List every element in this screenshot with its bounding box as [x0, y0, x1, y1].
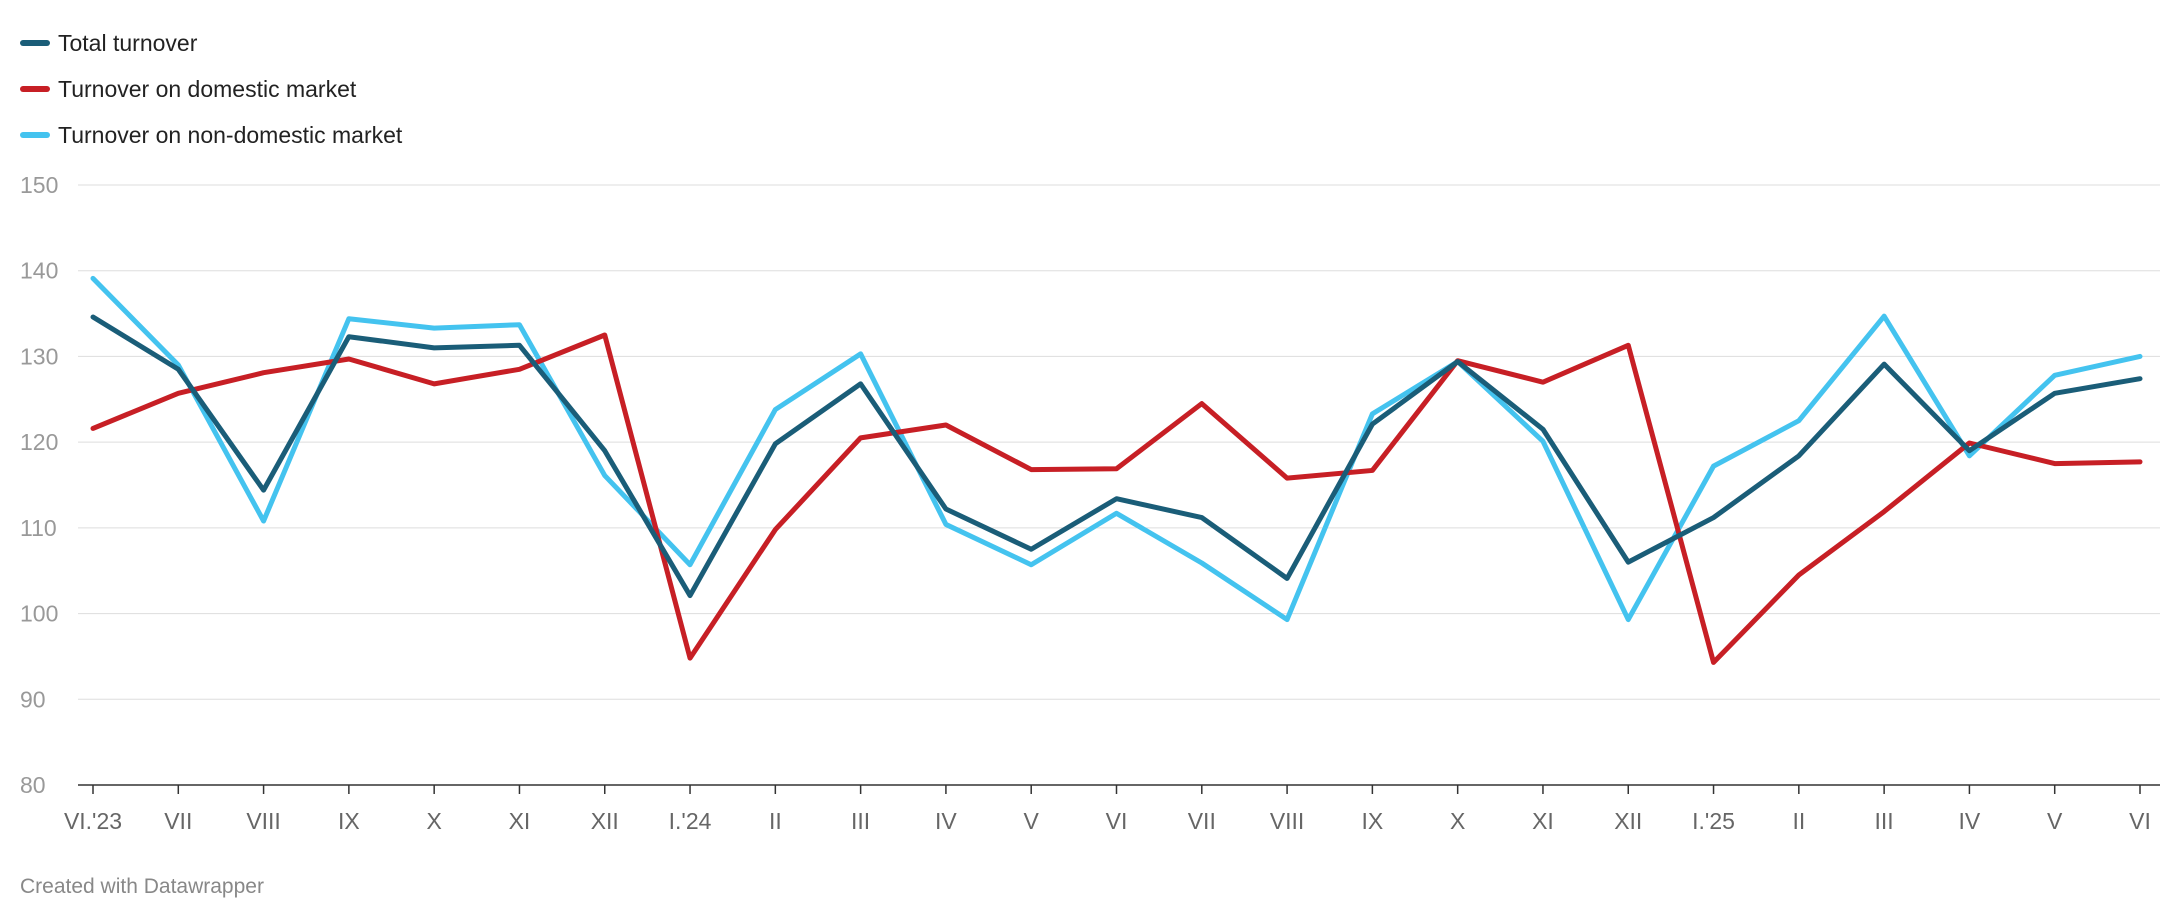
footer-credit: Created with Datawrapper — [20, 875, 264, 898]
x-tick-label: VI — [1106, 808, 1128, 834]
x-tick-label: III — [851, 808, 870, 834]
legend-label-domestic: Turnover on domestic market — [58, 75, 357, 102]
x-tick-label: III — [1875, 808, 1894, 834]
legend-label-total: Total turnover — [58, 29, 198, 56]
x-tick-label: VI.'23 — [64, 808, 122, 834]
series-line-non-domestic — [90, 275, 2143, 623]
x-tick-label: XII — [1614, 808, 1642, 834]
x-tick-label: VII — [1188, 808, 1216, 834]
x-tick-label: XI — [509, 808, 531, 834]
legend-item-non-domestic: Turnover on non-domestic market — [20, 112, 402, 158]
x-tick-label: I.'25 — [1692, 808, 1735, 834]
series-line-total — [90, 314, 2143, 599]
legend-item-domestic: Turnover on domestic market — [20, 66, 402, 112]
x-tick-label: IV — [935, 808, 957, 834]
legend-swatch-domestic — [20, 86, 50, 92]
y-tick-label: 120 — [20, 429, 58, 455]
x-tick-label: IX — [338, 808, 360, 834]
x-tick-label: I.'24 — [669, 808, 712, 834]
chart-legend: Total turnover Turnover on domestic mark… — [20, 20, 402, 158]
legend-label-non-domestic: Turnover on non-domestic market — [58, 121, 403, 148]
x-tick-label: V — [2047, 808, 2063, 834]
y-tick-label: 100 — [20, 601, 58, 627]
series-line-domestic — [90, 332, 2143, 665]
legend-item-total: Total turnover — [20, 20, 402, 66]
y-tick-label: 150 — [20, 172, 58, 198]
x-tick-label: IV — [1959, 808, 1981, 834]
x-tick-label: XII — [591, 808, 619, 834]
x-tick-label: VIII — [246, 808, 281, 834]
x-tick-label: V — [1024, 808, 1040, 834]
x-tick-label: VI — [2129, 808, 2151, 834]
y-tick-label: 130 — [20, 343, 58, 369]
y-tick-label: 80 — [20, 772, 46, 798]
legend-swatch-total — [20, 40, 50, 46]
x-tick-label: II — [769, 808, 782, 834]
x-tick-label: II — [1792, 808, 1805, 834]
legend-swatch-non-domestic — [20, 132, 50, 138]
x-tick-label: IX — [1362, 808, 1384, 834]
y-tick-label: 110 — [20, 515, 57, 541]
x-tick-label: XI — [1532, 808, 1554, 834]
y-tick-label: 140 — [20, 258, 58, 284]
x-tick-label: VIII — [1270, 808, 1305, 834]
y-tick-label: 90 — [20, 686, 46, 712]
x-tick-label: X — [426, 808, 441, 834]
x-tick-label: X — [1450, 808, 1465, 834]
x-tick-label: VII — [164, 808, 192, 834]
